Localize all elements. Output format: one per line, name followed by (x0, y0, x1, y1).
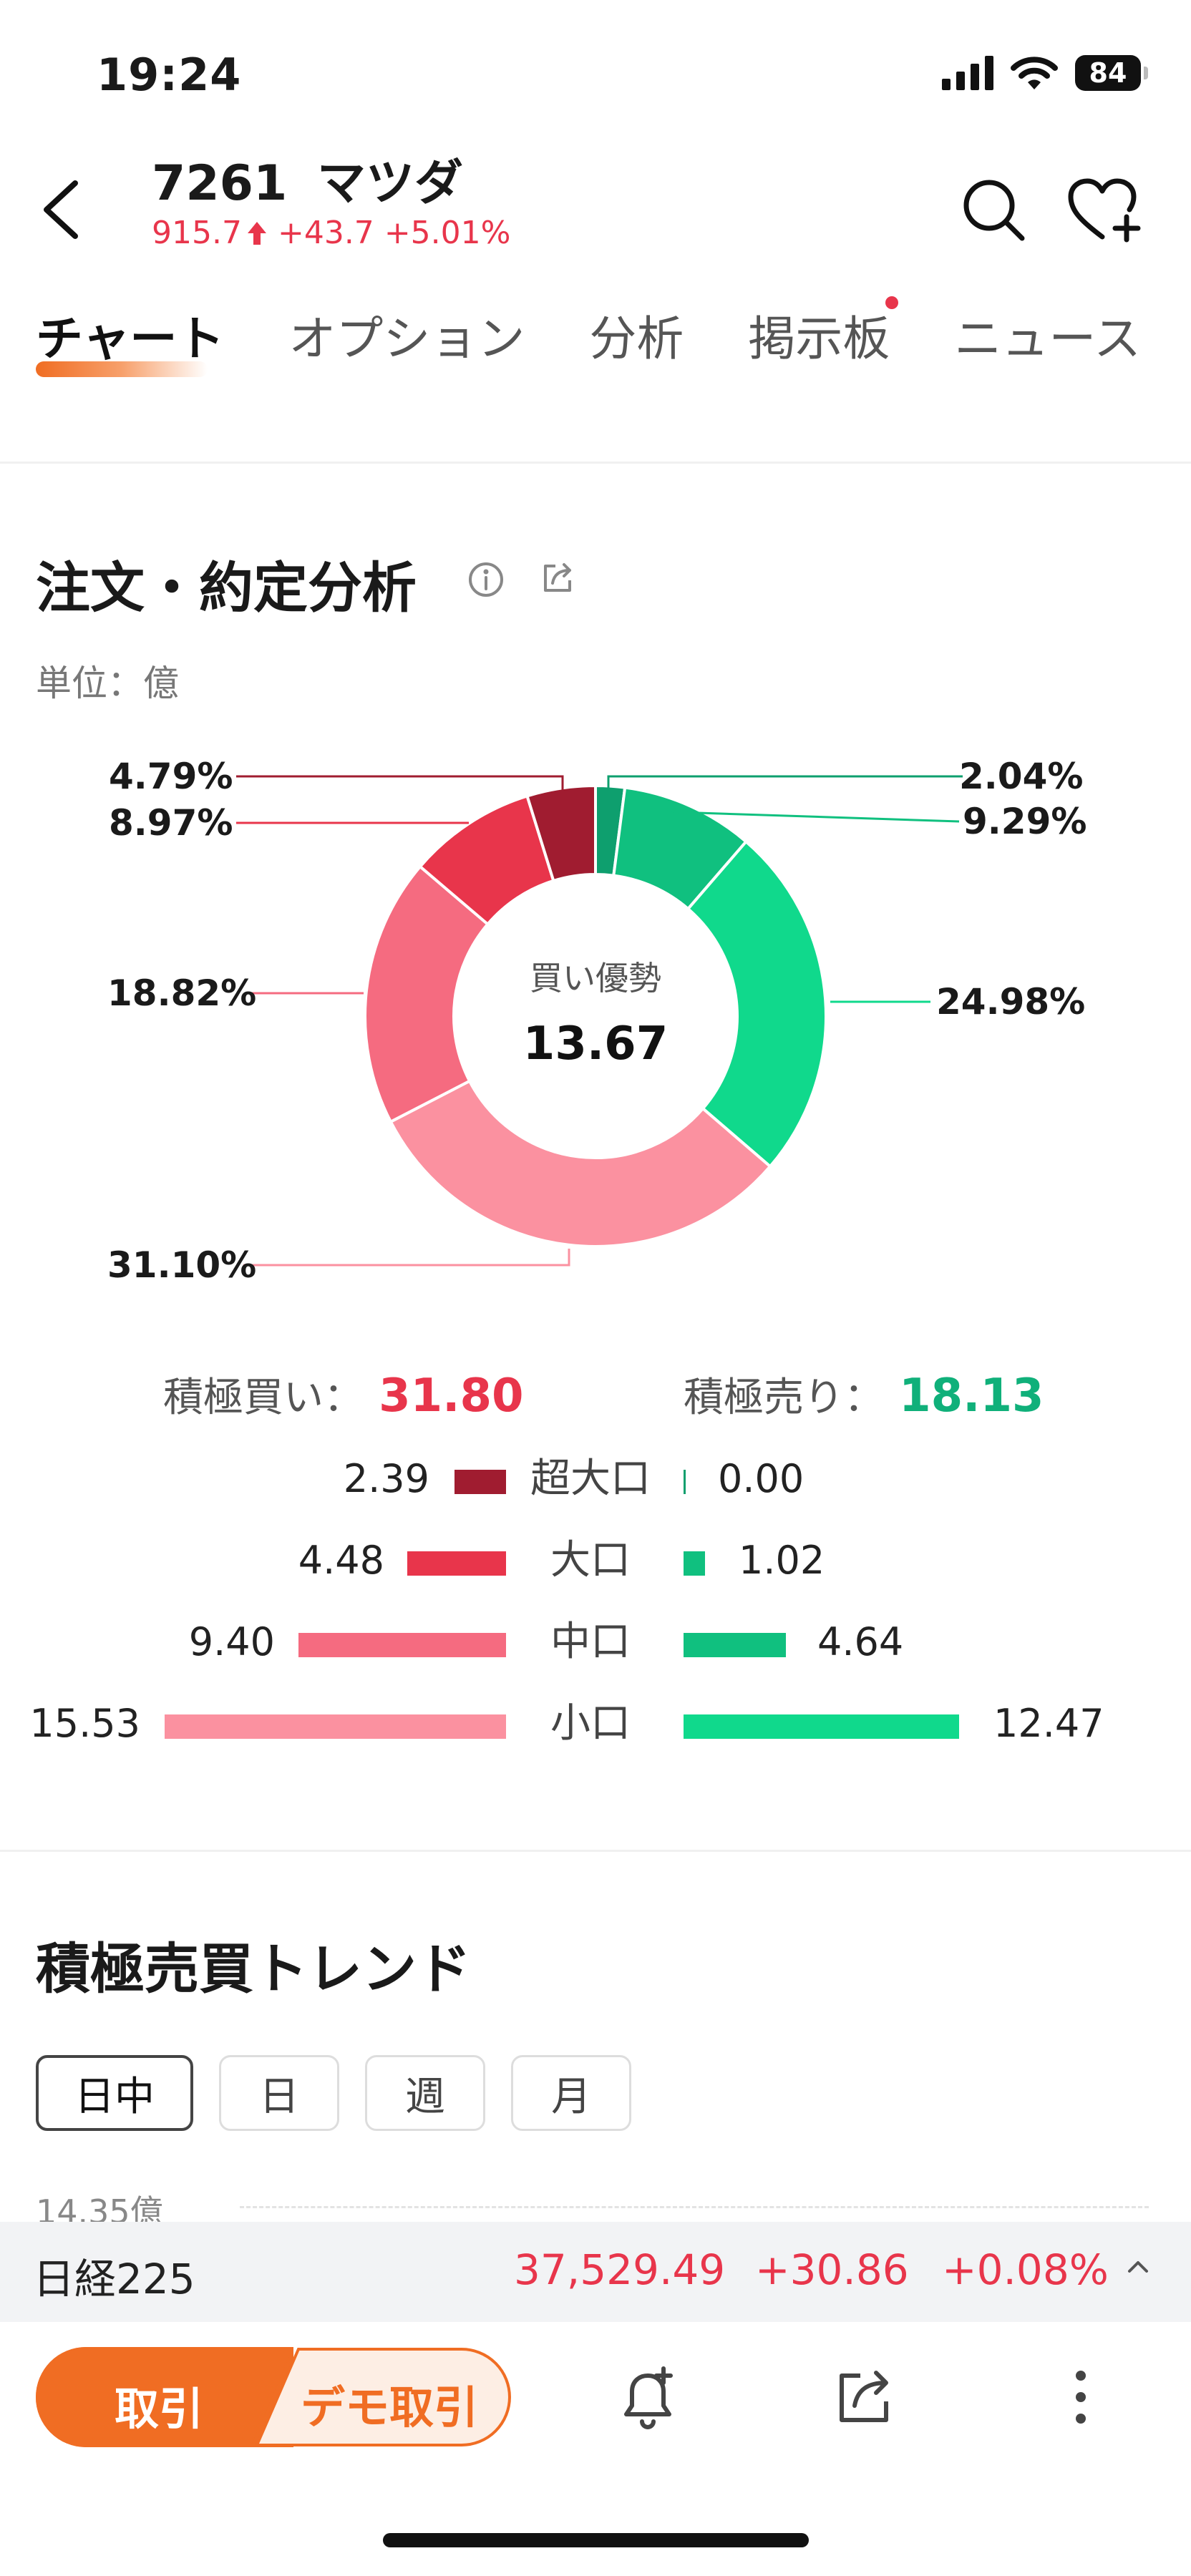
chevron-up-icon[interactable] (1124, 2253, 1152, 2281)
leader-lines (236, 775, 963, 1267)
buy-value: 2.39 (343, 1456, 429, 1501)
period-intraday[interactable]: 日中 (36, 2055, 193, 2131)
slice-label-medium-sell: 24.98% (936, 981, 1085, 1023)
tab-board-label: 掲示板 (748, 311, 890, 366)
donut-slice-3 (389, 1079, 772, 1248)
category-label: 大口 (550, 1537, 631, 1584)
stock-title: 7261 マツダ (152, 143, 463, 214)
sell-total: 積極売り： 18.13 (684, 1365, 1044, 1423)
quote-line: 915.7 +43.7 +5.01% (152, 215, 510, 251)
info-icon[interactable] (467, 560, 505, 599)
buy-bar (407, 1551, 506, 1576)
tab-analysis[interactable]: 分析 (589, 311, 684, 366)
sell-value: 12.47 (993, 1701, 1104, 1746)
buy-bar (298, 1633, 506, 1657)
home-indicator (383, 2533, 809, 2547)
index-ticker[interactable] (0, 2222, 1191, 2322)
slice-label-small-buy: 31.10% (107, 1244, 256, 1286)
sell-bar (684, 1633, 786, 1657)
stock-name: マツダ (316, 155, 463, 212)
donut-slice-6 (525, 784, 597, 883)
category-label: 小口 (550, 1700, 631, 1747)
tab-board[interactable]: 掲示板 (748, 296, 899, 369)
slice-label-super-large-sell: 2.04% (959, 756, 1083, 797)
buy-value: 15.53 (29, 1701, 140, 1746)
section-title: 注文・約定分析 (36, 556, 417, 620)
buy-total-label: 積極買い： (163, 1375, 364, 1421)
status-icons: 84 (942, 52, 1148, 94)
slice-label-large-sell: 9.29% (963, 801, 1087, 842)
stock-price: 915.7 (152, 215, 242, 251)
battery-icon: 84 (1075, 55, 1148, 91)
search-icon[interactable] (959, 175, 1028, 244)
heart-plus-icon[interactable] (1066, 175, 1145, 244)
price-change-pct: +5.01% (384, 215, 511, 251)
breakdown-row-super-large: 2.39 超大口 0.00 (0, 1454, 1191, 1504)
breakdown-row-small: 15.53 小口 12.47 (0, 1699, 1191, 1749)
slice-label-medium-buy: 18.82% (107, 972, 256, 1014)
tab-options[interactable]: オプション (288, 311, 525, 366)
trade-button-label: 取引 (115, 2383, 204, 2435)
share-icon[interactable] (538, 559, 577, 597)
back-arrow-icon[interactable] (36, 177, 86, 242)
divider (0, 1850, 1191, 1852)
sell-bar (684, 1714, 959, 1739)
active-tab-indicator (36, 361, 208, 377)
bell-plus-icon[interactable] (612, 2361, 684, 2433)
period-month[interactable]: 月 (511, 2055, 631, 2131)
ticker-change: +30.86 (755, 2245, 909, 2294)
donut-center-value: 13.67 (523, 1018, 668, 1070)
donut-center-label: 買い優勢 (530, 959, 661, 997)
breakdown-row-medium: 9.40 中口 4.64 (0, 1617, 1191, 1667)
donut-slice-2 (686, 839, 827, 1169)
slice-label-large-buy: 8.97% (109, 802, 233, 844)
sell-value: 0.00 (718, 1456, 804, 1501)
period-day[interactable]: 日 (219, 2055, 339, 2131)
gridline (240, 2206, 1149, 2208)
buy-value: 9.40 (188, 1619, 275, 1664)
trend-title: 積極売買トレンド (36, 1937, 471, 2001)
sell-bar (684, 1470, 686, 1494)
breakdown-row-large: 4.48 大口 1.02 (0, 1536, 1191, 1586)
buy-total-value: 31.80 (379, 1370, 524, 1423)
demo-trade-label: デモ取引 (301, 2381, 479, 2434)
donut-slice-4 (364, 864, 490, 1124)
signal-icon (942, 56, 993, 90)
share-icon[interactable] (829, 2361, 900, 2433)
buy-value: 4.48 (298, 1538, 384, 1583)
donut-chart: 2.04% 9.29% 24.98% 31.10% 18.82% 8.97% 4… (107, 756, 1087, 1286)
slice-label-super-large-buy: 4.79% (109, 756, 233, 797)
sell-total-label: 積極売り： (684, 1375, 884, 1421)
more-vertical-icon[interactable] (1059, 2361, 1102, 2433)
price-change: +43.7 (277, 215, 374, 251)
tab-chart[interactable]: チャート (36, 311, 225, 366)
ticker-price: 37,529.49 (514, 2245, 726, 2294)
tab-news[interactable]: ニュース (954, 311, 1142, 366)
trade-button[interactable]: 取引 (36, 2347, 293, 2447)
ticker-change-pct: +0.08% (942, 2245, 1109, 2294)
up-arrow-icon (247, 221, 266, 245)
demo-trade-button[interactable]: デモ取引 (254, 2347, 512, 2447)
stock-code: 7261 (152, 155, 288, 212)
sell-bar (684, 1551, 705, 1576)
notification-badge (885, 296, 899, 309)
period-week[interactable]: 週 (365, 2055, 485, 2131)
buy-bar (454, 1470, 506, 1494)
ticker-name: 日経225 (33, 2255, 195, 2303)
buy-bar (165, 1714, 506, 1739)
sell-total-value: 18.13 (899, 1370, 1044, 1423)
sell-value: 1.02 (739, 1538, 825, 1583)
unit-label: 単位：億 (36, 663, 179, 704)
category-label: 超大口 (530, 1455, 651, 1502)
sell-value: 4.64 (817, 1619, 904, 1664)
tab-bar: チャート オプション 分析 掲示板 ニュース (36, 296, 1142, 369)
wifi-icon (1011, 57, 1058, 89)
donut-slices (364, 784, 827, 1248)
buy-total: 積極買い： 31.80 (163, 1365, 524, 1423)
divider (0, 462, 1191, 464)
category-label: 中口 (550, 1619, 631, 1665)
period-selector: 日中 日 週 月 (36, 2055, 631, 2131)
status-time: 19:24 (97, 49, 242, 101)
